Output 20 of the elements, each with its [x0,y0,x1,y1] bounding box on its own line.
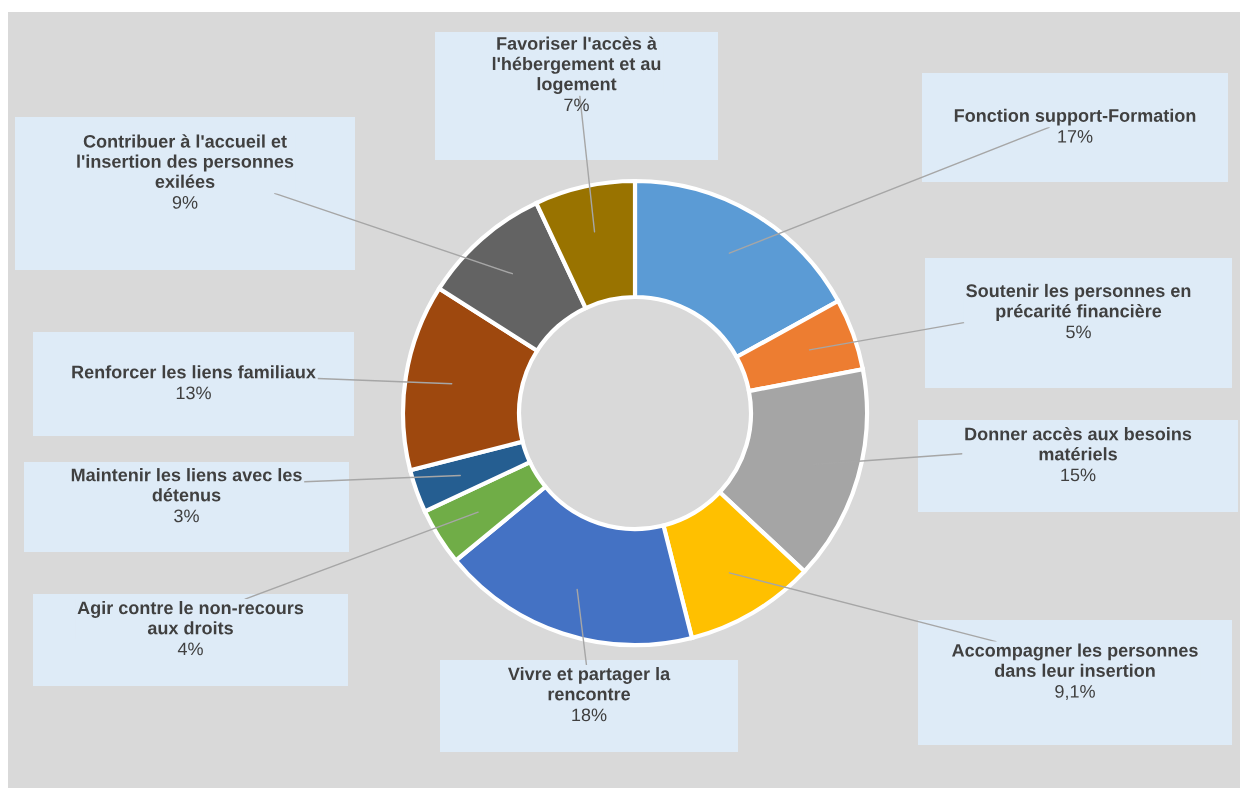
data-label: 9% [172,195,198,209]
data-label: 17% [1058,130,1093,143]
slice-label: Renforcer les liens familiaux [72,365,316,379]
data-label: 13% [176,386,211,400]
slice-label: Contribuer à l'accueil et l'insertion des personnes exilées [77,134,294,188]
data-label: 18% [572,708,607,722]
slice-label: Accompagner les personnes dans leur insertion [952,643,1198,677]
slice-label: Soutenir les personnes en précarité financière [966,283,1191,321]
data-label: 15% [1061,468,1096,482]
data-label: 3% [174,509,199,523]
slice-label: Agir contre le non-recours aux droits [77,600,304,635]
data-label: 5% [1066,325,1091,339]
data-label: 4% [177,642,203,656]
slice-label: Favoriser l'accès à l'hébergement et au logement [492,36,661,94]
slice-label: Donner accès aux besoins matériels [965,426,1192,461]
data-label: 9,1% [1055,684,1095,700]
slice-label: Fonction support-Formation [954,108,1196,126]
slice-label: Vivre et partager la rencontre [508,666,671,701]
data-label: 7% [564,98,589,112]
slice-label: Maintenir les liens avec les détenus [71,468,302,502]
